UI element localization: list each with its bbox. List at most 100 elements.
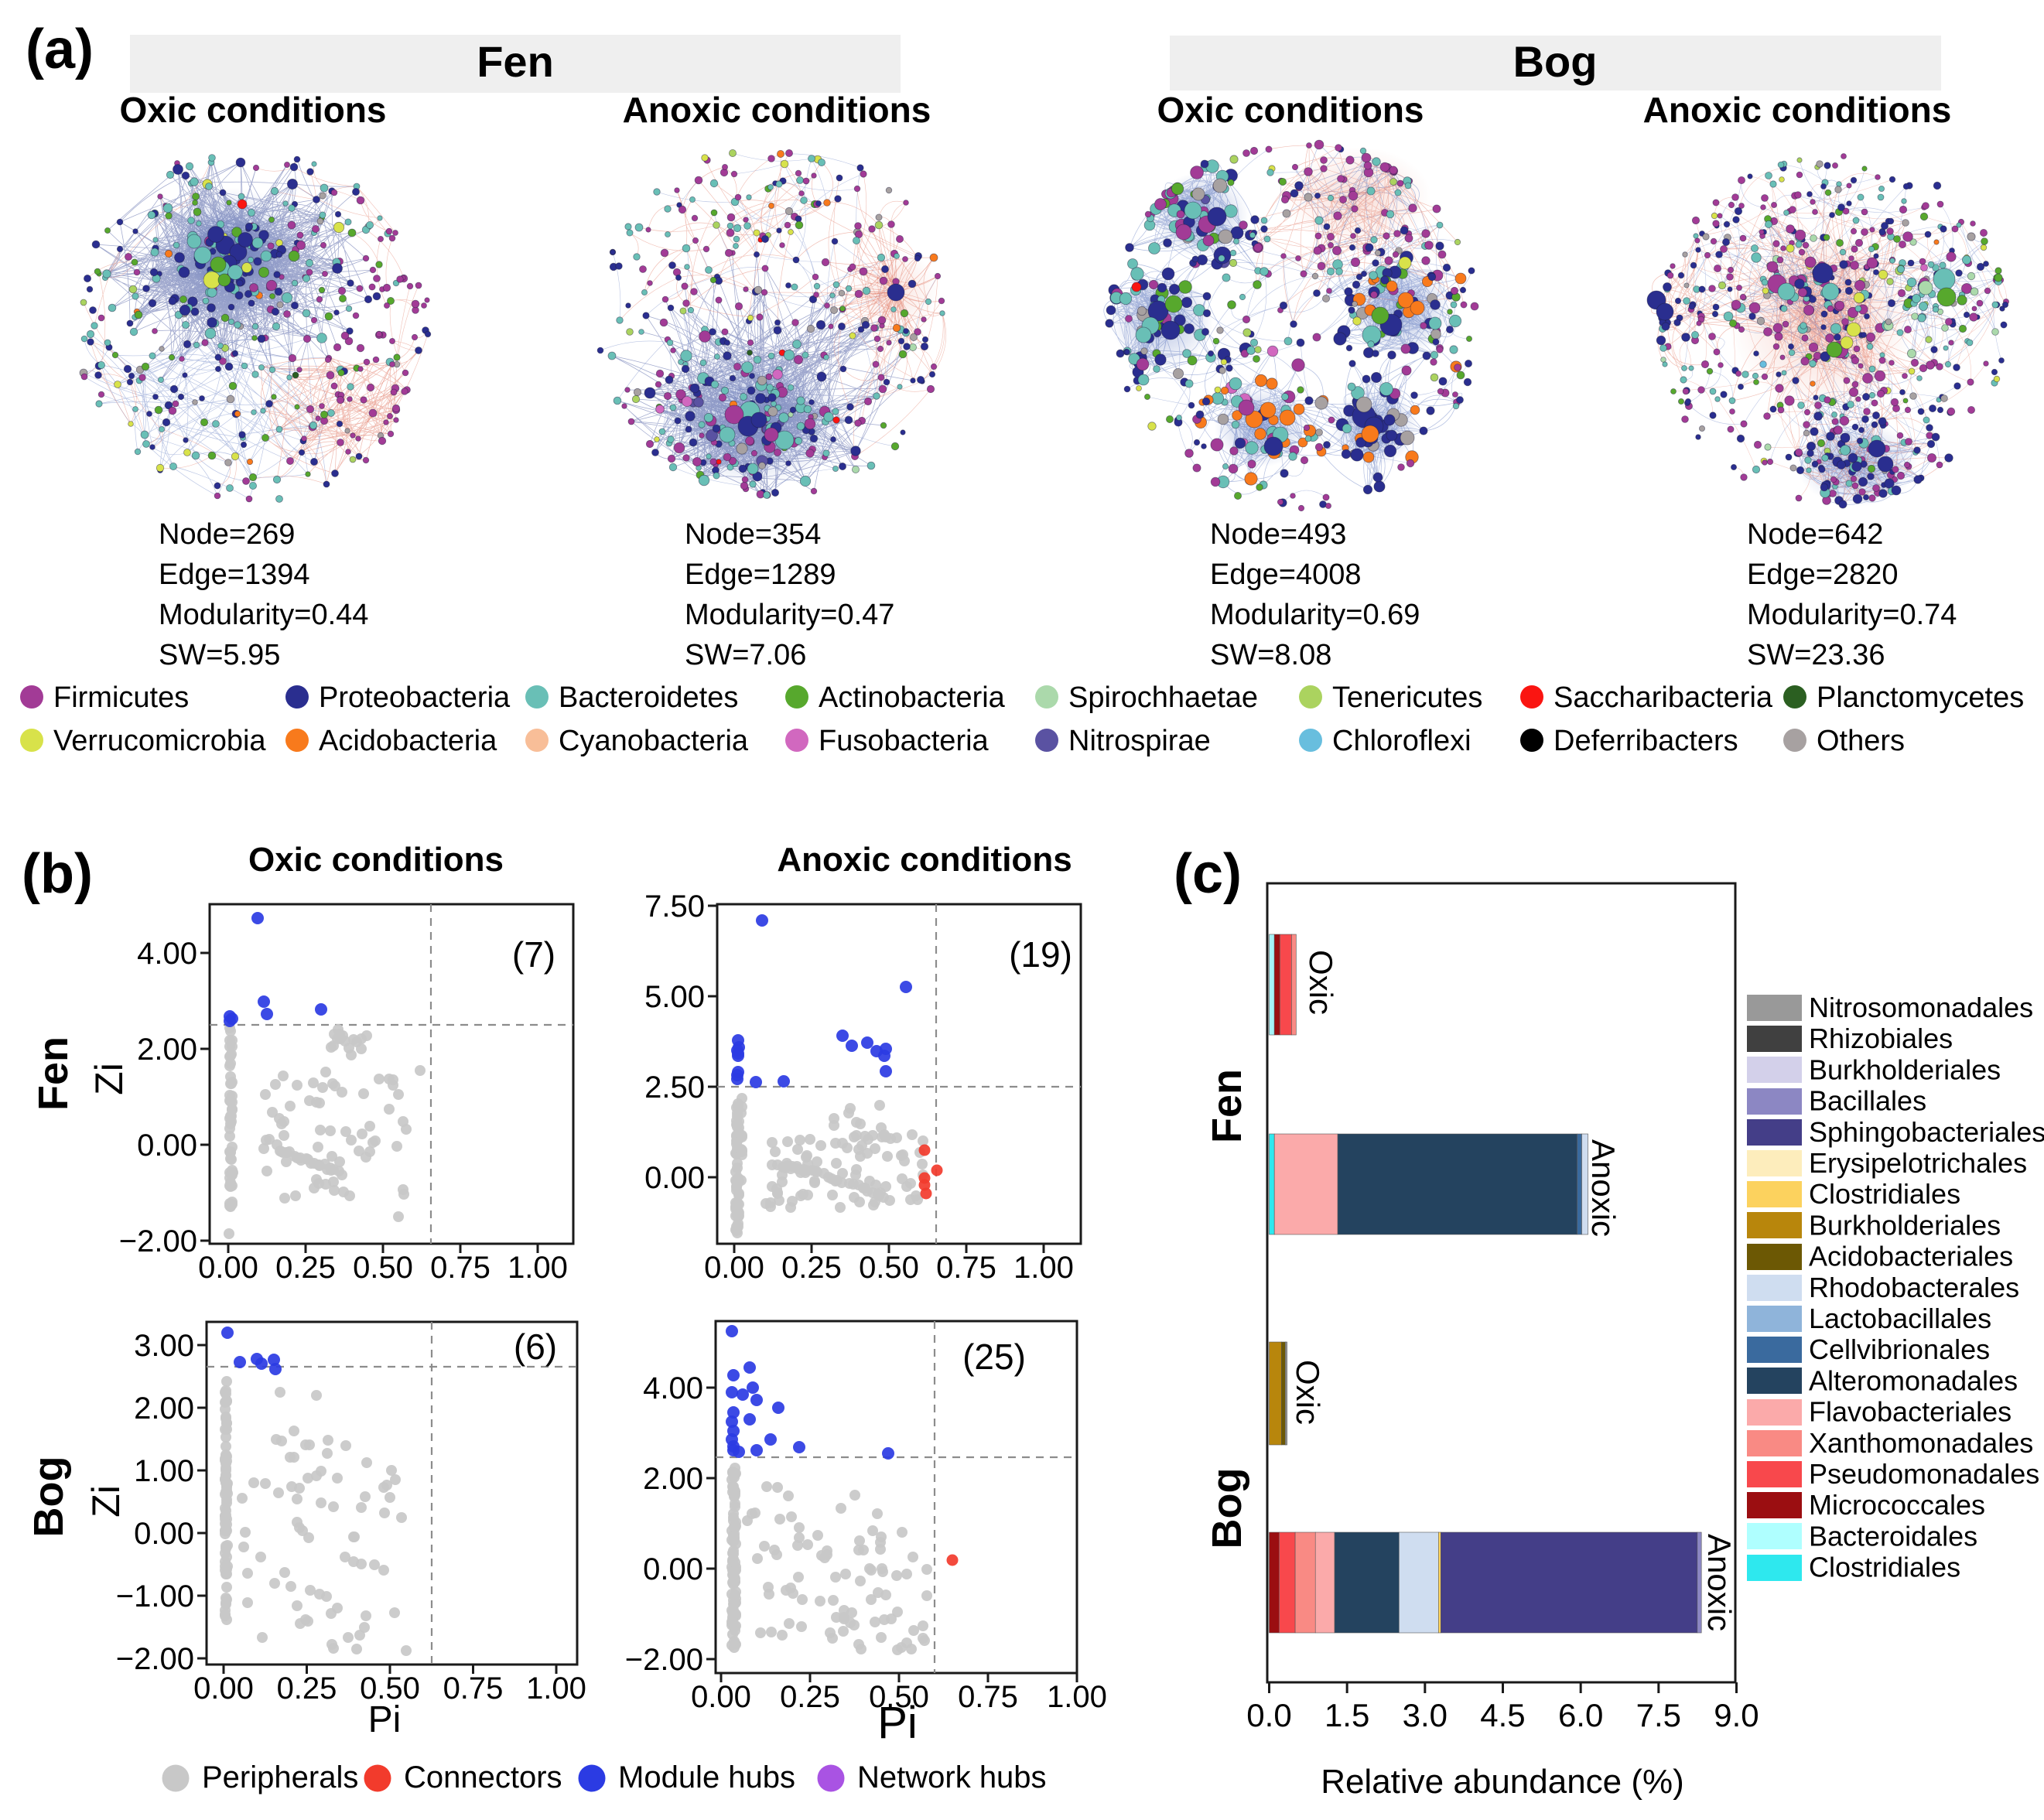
svg-text:Pi: Pi [368,1699,402,1740]
svg-text:2.00: 2.00 [134,1391,194,1426]
svg-text:Pi: Pi [877,1698,918,1748]
svg-text:Xanthomonadales: Xanthomonadales [1809,1427,2033,1459]
svg-text:0.25: 0.25 [277,1671,337,1706]
svg-text:9.0: 9.0 [1714,1697,1759,1733]
svg-text:Modularity=0.69: Modularity=0.69 [1210,599,1420,631]
svg-text:0.00: 0.00 [137,1129,197,1163]
svg-text:7.50: 7.50 [644,890,705,924]
svg-text:Bog: Bog [1513,37,1598,86]
svg-text:0.00: 0.00 [643,1552,703,1586]
svg-text:Firmicutes: Firmicutes [53,681,189,714]
svg-text:2.50: 2.50 [644,1070,705,1105]
svg-text:SW=7.06: SW=7.06 [685,639,806,671]
svg-text:0.50: 0.50 [353,1251,413,1285]
svg-text:0.25: 0.25 [780,1680,840,1714]
svg-text:Bacteroidales: Bacteroidales [1809,1520,1977,1552]
svg-text:Oxic conditions: Oxic conditions [248,841,504,879]
svg-text:Bog: Bog [26,1456,72,1538]
svg-text:0.75: 0.75 [958,1680,1018,1714]
svg-text:2.00: 2.00 [137,1033,197,1067]
svg-text:Verrucomicrobia: Verrucomicrobia [53,725,266,757]
svg-text:0.75: 0.75 [936,1251,996,1285]
svg-text:Zi: Zi [84,1485,128,1518]
svg-text:Others: Others [1817,725,1905,757]
svg-text:Network hubs: Network hubs [857,1760,1047,1794]
svg-text:Clostridiales: Clostridiales [1809,1552,1960,1583]
svg-text:Anoxic conditions: Anoxic conditions [777,841,1072,879]
svg-text:Anoxic: Anoxic [1585,1139,1622,1237]
svg-text:0.00: 0.00 [198,1251,258,1285]
svg-text:Node=269: Node=269 [159,518,295,551]
svg-text:Oxic: Oxic [1303,950,1339,1015]
svg-text:Oxic conditions: Oxic conditions [119,90,386,130]
svg-text:Zi: Zi [87,1063,131,1095]
svg-text:2.00: 2.00 [643,1462,703,1496]
svg-text:6.0: 6.0 [1558,1697,1603,1733]
svg-text:Bacillales: Bacillales [1809,1085,1926,1117]
svg-text:Fusobacteria: Fusobacteria [819,725,990,757]
svg-text:Burkholderiales: Burkholderiales [1809,1053,2001,1085]
svg-text:(25): (25) [962,1337,1026,1377]
svg-text:3.00: 3.00 [134,1329,194,1363]
svg-text:Bacteroidetes: Bacteroidetes [559,681,738,714]
svg-text:Relative abundance (%): Relative abundance (%) [1321,1763,1684,1801]
svg-text:Modularity=0.47: Modularity=0.47 [685,599,894,631]
svg-text:1.5: 1.5 [1324,1697,1369,1733]
svg-text:1.00: 1.00 [1047,1680,1107,1714]
svg-text:Erysipelotrichales: Erysipelotrichales [1809,1147,2027,1179]
svg-text:Fen: Fen [1204,1069,1250,1143]
svg-text:−1.00: −1.00 [116,1579,194,1613]
svg-text:Cellvibrionales: Cellvibrionales [1809,1333,1990,1365]
svg-text:4.00: 4.00 [137,937,197,971]
svg-text:7.5: 7.5 [1636,1697,1681,1733]
svg-text:Connectors: Connectors [404,1760,562,1794]
svg-text:Node=642: Node=642 [1747,518,1883,551]
svg-text:0.00: 0.00 [644,1161,705,1195]
svg-text:1.00: 1.00 [134,1454,194,1488]
svg-text:0.50: 0.50 [869,1680,929,1714]
svg-text:0.50: 0.50 [360,1671,420,1706]
svg-text:Planctomycetes: Planctomycetes [1817,681,2024,714]
svg-text:Tenericutes: Tenericutes [1332,681,1482,714]
svg-text:Anoxic conditions: Anoxic conditions [1643,90,1952,130]
svg-text:0.00: 0.00 [134,1517,194,1551]
svg-text:Modularity=0.44: Modularity=0.44 [159,599,368,631]
svg-text:Proteobacteria: Proteobacteria [319,681,511,714]
svg-text:SW=23.36: SW=23.36 [1747,639,1885,671]
svg-text:Saccharibacteria: Saccharibacteria [1554,681,1773,714]
svg-text:Anoxic conditions: Anoxic conditions [623,90,931,130]
svg-text:Burkholderiales: Burkholderiales [1809,1209,2001,1241]
svg-text:Spirochhaetae: Spirochhaetae [1068,681,1258,714]
svg-text:Fen: Fen [30,1036,77,1111]
svg-text:3.0: 3.0 [1403,1697,1448,1733]
svg-text:Nitrosomonadales: Nitrosomonadales [1809,992,2033,1023]
svg-text:1.00: 1.00 [1013,1251,1074,1285]
svg-text:−2.00: −2.00 [116,1642,194,1676]
svg-text:Pseudomonadales: Pseudomonadales [1809,1458,2039,1490]
svg-text:(b): (b) [22,843,93,905]
svg-text:0.00: 0.00 [704,1251,764,1285]
svg-text:Anoxic: Anoxic [1701,1534,1738,1631]
svg-text:SW=8.08: SW=8.08 [1210,639,1331,671]
svg-text:(7): (7) [512,934,555,975]
svg-text:1.00: 1.00 [526,1671,586,1706]
svg-text:−2.00: −2.00 [625,1643,703,1677]
svg-text:Chloroflexi: Chloroflexi [1332,725,1471,757]
svg-text:0.25: 0.25 [275,1251,336,1285]
svg-text:Sphingobacteriales: Sphingobacteriales [1809,1116,2044,1148]
svg-text:Nitrospirae: Nitrospirae [1068,725,1211,757]
svg-text:0.50: 0.50 [859,1251,919,1285]
svg-text:4.00: 4.00 [643,1371,703,1405]
svg-text:Oxic conditions: Oxic conditions [1157,90,1424,130]
svg-text:Peripherals: Peripherals [202,1760,358,1794]
svg-text:Edge=1394: Edge=1394 [159,558,309,591]
svg-text:Node=354: Node=354 [685,518,821,551]
svg-text:(6): (6) [514,1327,557,1367]
svg-text:0.25: 0.25 [781,1251,842,1285]
svg-text:4.5: 4.5 [1480,1697,1525,1733]
svg-text:Micrococcales: Micrococcales [1809,1489,1985,1521]
svg-text:Acidobacteria: Acidobacteria [319,725,497,757]
svg-text:(a): (a) [26,19,94,80]
svg-text:Modularity=0.74: Modularity=0.74 [1747,599,1957,631]
svg-text:Edge=1289: Edge=1289 [685,558,836,591]
